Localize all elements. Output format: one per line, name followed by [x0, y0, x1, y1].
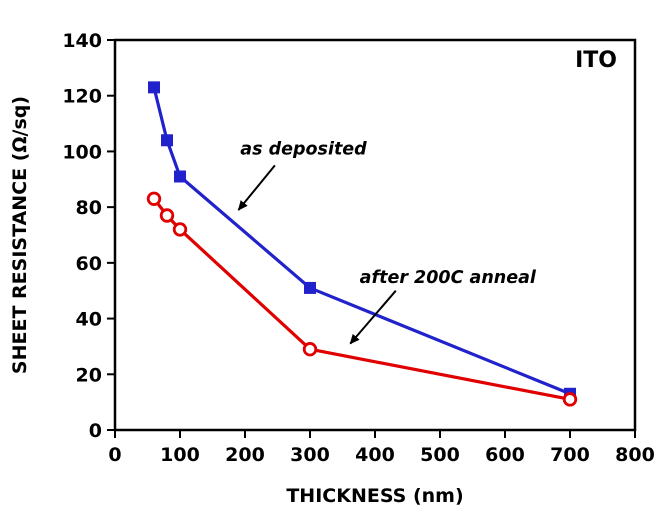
x-tick-label: 400: [355, 444, 395, 466]
y-tick-label: 40: [76, 309, 102, 331]
data-point-circle: [146, 191, 162, 206]
data-point-circle: [562, 392, 578, 407]
data-point-square: [304, 281, 316, 294]
x-tick-label: 200: [225, 444, 265, 466]
y-tick-label: 140: [62, 30, 102, 52]
annotation-arrow-1: [349, 290, 397, 345]
data-point-circle: [172, 222, 188, 237]
y-tick-label: 120: [62, 86, 102, 108]
y-tick-label: 0: [89, 420, 102, 442]
annotation-arrow-0: [237, 164, 276, 211]
y-axis-label: SHEET RESISTANCE (Ω/sq): [9, 95, 31, 375]
data-point-square: [148, 81, 160, 94]
annotation-label-1: after 200C anneal: [360, 268, 537, 288]
x-tick-label: 100: [160, 444, 200, 466]
x-tick-label: 800: [615, 444, 655, 466]
y-tick-label: 60: [76, 253, 102, 275]
chart-corner-label: ITO: [575, 48, 617, 73]
x-tick-label: 700: [550, 444, 590, 466]
series-line-0: [152, 85, 572, 396]
plot-frame: [113, 38, 637, 432]
data-point-circle: [302, 342, 318, 357]
y-tick-label: 20: [76, 364, 102, 386]
data-point-circle: [159, 208, 175, 223]
x-tick-label: 600: [485, 444, 525, 466]
x-tick-label: 500: [420, 444, 460, 466]
y-tick-label: 80: [76, 197, 102, 219]
x-axis-label: THICKNESS (nm): [286, 485, 464, 507]
data-point-square: [161, 134, 173, 147]
y-tick-label: 100: [62, 141, 102, 163]
x-tick-label: 300: [290, 444, 330, 466]
x-tick-label: 0: [108, 444, 121, 466]
data-point-square: [174, 170, 186, 183]
annotation-label-0: as deposited: [240, 140, 367, 160]
